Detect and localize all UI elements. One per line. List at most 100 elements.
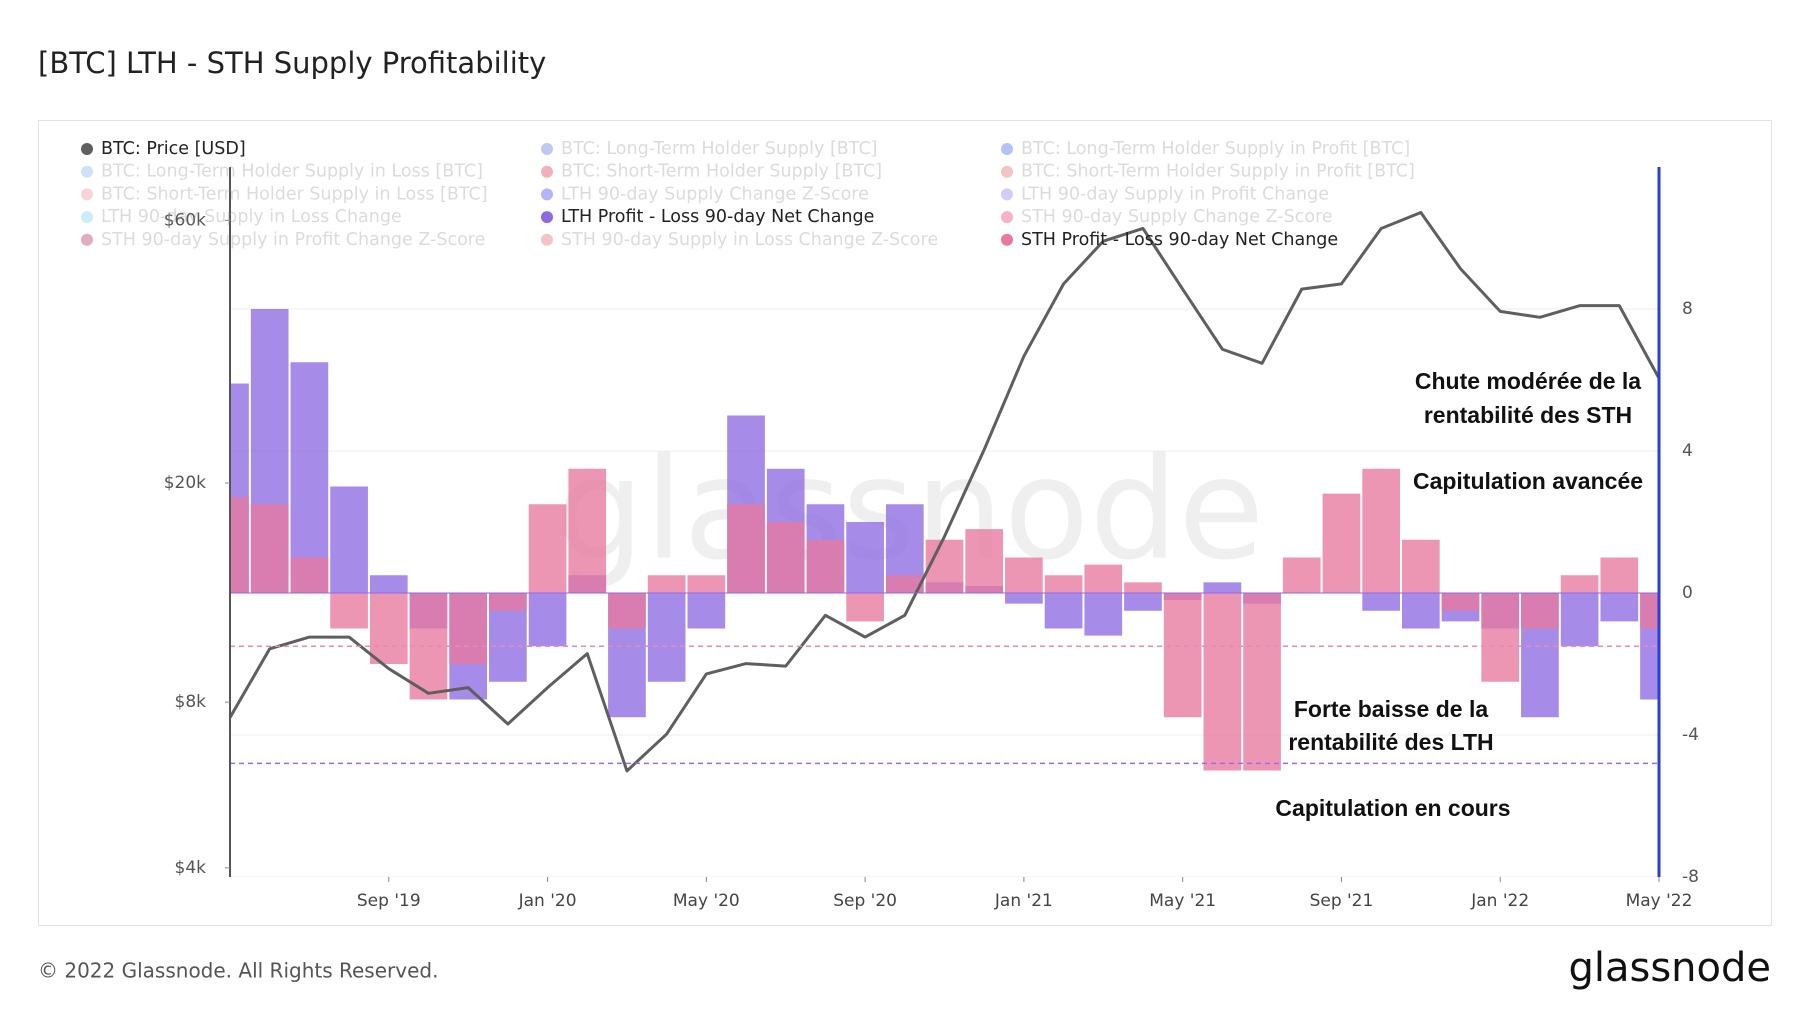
legend-item[interactable]: BTC: Long-Term Holder Supply in Loss [BT… xyxy=(81,162,483,182)
legend-item[interactable]: BTC: Long-Term Holder Supply in Profit [… xyxy=(1001,139,1410,159)
legend-item[interactable]: LTH 90-day Supply Change Z-Score xyxy=(541,184,869,204)
legend-label: BTC: Long-Term Holder Supply in Loss [BT… xyxy=(101,162,483,182)
x-tick-label: Sep '21 xyxy=(1310,891,1374,911)
bar xyxy=(230,497,249,593)
legend-marker xyxy=(1001,165,1013,178)
annotation: rentabilité des LTH xyxy=(1288,729,1493,755)
legend-label: BTC: Short-Term Holder Supply in Profit … xyxy=(1021,162,1415,182)
annotations: Chute modérée de la rentabilité des STH … xyxy=(1275,368,1643,821)
x-tick-label: May '20 xyxy=(673,891,740,911)
legend-item[interactable]: BTC: Long-Term Holder Supply [BTC] xyxy=(541,139,878,159)
legend-label: LTH 90-day Supply Change Z-Score xyxy=(561,184,869,204)
legend-label: BTC: Short-Term Holder Supply in Loss [B… xyxy=(101,184,488,204)
legend-marker xyxy=(1001,233,1013,246)
bar xyxy=(369,593,408,664)
y2-tick-label: 4 xyxy=(1682,441,1693,461)
bar xyxy=(925,539,964,593)
legend-label: LTH 90-day Supply in Profit Change xyxy=(1021,184,1329,204)
bar xyxy=(250,504,289,593)
bar xyxy=(1124,582,1162,593)
x-tick-label: Jan '22 xyxy=(1470,891,1529,911)
legend-label: BTC: Short-Term Holder Supply [BTC] xyxy=(561,162,882,182)
bar xyxy=(687,593,726,629)
price-line xyxy=(230,211,1660,773)
bar xyxy=(1401,539,1440,593)
legend-item[interactable]: STH 90-day Supply in Loss Change Z-Score xyxy=(541,230,938,250)
legend-marker xyxy=(81,143,93,155)
legend-marker xyxy=(541,233,553,246)
bar xyxy=(528,504,567,593)
bar xyxy=(1560,593,1599,647)
legend-label: STH 90-day Supply in Loss Change Z-Score xyxy=(561,230,938,250)
legend-item[interactable]: LTH Profit - Loss 90-day Net Change xyxy=(541,207,874,227)
y-tick-label: $20k xyxy=(164,473,206,493)
bar xyxy=(568,468,607,593)
bar xyxy=(1560,575,1599,593)
bar xyxy=(1005,557,1043,593)
bar xyxy=(766,522,805,593)
bar xyxy=(1401,593,1440,629)
y2-tick-label: 0 xyxy=(1682,583,1693,603)
legend-marker xyxy=(541,211,553,224)
panel xyxy=(38,120,1772,926)
bar xyxy=(885,575,924,593)
legend-item[interactable]: STH 90-day Supply in Profit Change Z-Sco… xyxy=(81,230,485,250)
bar xyxy=(1521,593,1559,629)
x-tick-label: Sep '19 xyxy=(357,891,421,911)
bar xyxy=(1203,593,1242,771)
logo: glassnode xyxy=(1568,945,1771,991)
bar xyxy=(290,362,329,593)
legend-item[interactable]: STH Profit - Loss 90-day Net Change xyxy=(1001,230,1338,250)
plot-area xyxy=(230,211,1660,877)
bar xyxy=(449,593,488,664)
x-tick-label: Jan '21 xyxy=(994,891,1053,911)
legend-label: BTC: Long-Term Holder Supply [BTC] xyxy=(561,139,878,159)
bar xyxy=(608,593,646,629)
legend-item[interactable]: BTC: Short-Term Holder Supply [BTC] xyxy=(541,162,882,182)
legend-item[interactable]: LTH 90-day Supply in Loss Change xyxy=(81,207,402,227)
annotation: Chute modérée de la xyxy=(1415,368,1641,394)
legend-marker xyxy=(1001,188,1013,201)
legend-label: LTH Profit - Loss 90-day Net Change xyxy=(561,207,874,227)
bar xyxy=(1203,582,1242,593)
legend-marker xyxy=(81,211,93,224)
legend-marker xyxy=(541,165,553,178)
bar xyxy=(1362,468,1400,593)
bar xyxy=(1441,593,1480,611)
annotation: Forte baisse de la xyxy=(1294,696,1489,722)
bar xyxy=(965,529,1004,593)
legend-label: STH 90-day Supply in Profit Change Z-Sco… xyxy=(101,230,485,250)
bar xyxy=(1640,593,1660,629)
annotation: Capitulation en cours xyxy=(1275,795,1510,821)
legend-item[interactable]: BTC: Price [USD] xyxy=(81,139,246,159)
bar xyxy=(727,504,765,593)
bar xyxy=(1005,593,1043,604)
bar xyxy=(330,486,368,593)
bar xyxy=(1282,557,1321,593)
bar xyxy=(290,557,329,593)
legend-marker xyxy=(1001,211,1013,224)
bar xyxy=(647,593,686,682)
x-tick-label: May '21 xyxy=(1149,891,1216,911)
legend-label: STH Profit - Loss 90-day Net Change xyxy=(1021,230,1338,250)
legend-label: STH 90-day Supply Change Z-Score xyxy=(1021,207,1333,227)
footer: © 2022 Glassnode. All Rights Reserved. xyxy=(38,959,438,983)
y2-tick-label: -8 xyxy=(1682,867,1699,887)
legend-item[interactable]: LTH 90-day Supply in Profit Change xyxy=(1001,184,1329,204)
legend-item[interactable]: STH 90-day Supply Change Z-Score xyxy=(1001,207,1333,227)
legend-item[interactable]: BTC: Short-Term Holder Supply in Loss [B… xyxy=(81,184,488,204)
bar xyxy=(528,593,567,647)
y-tick-label: $4k xyxy=(175,858,207,878)
bar xyxy=(1084,564,1123,593)
bar xyxy=(1044,575,1083,593)
annotation: Capitulation avancée xyxy=(1413,468,1643,494)
x-tick-label: Jan '20 xyxy=(518,891,577,911)
bar xyxy=(647,575,686,593)
legend-label: BTC: Price [USD] xyxy=(101,139,246,159)
bar xyxy=(846,522,884,593)
legend-item[interactable]: BTC: Short-Term Holder Supply in Profit … xyxy=(1001,162,1415,182)
y2-tick-label: 8 xyxy=(1682,299,1693,319)
bar xyxy=(846,593,884,622)
